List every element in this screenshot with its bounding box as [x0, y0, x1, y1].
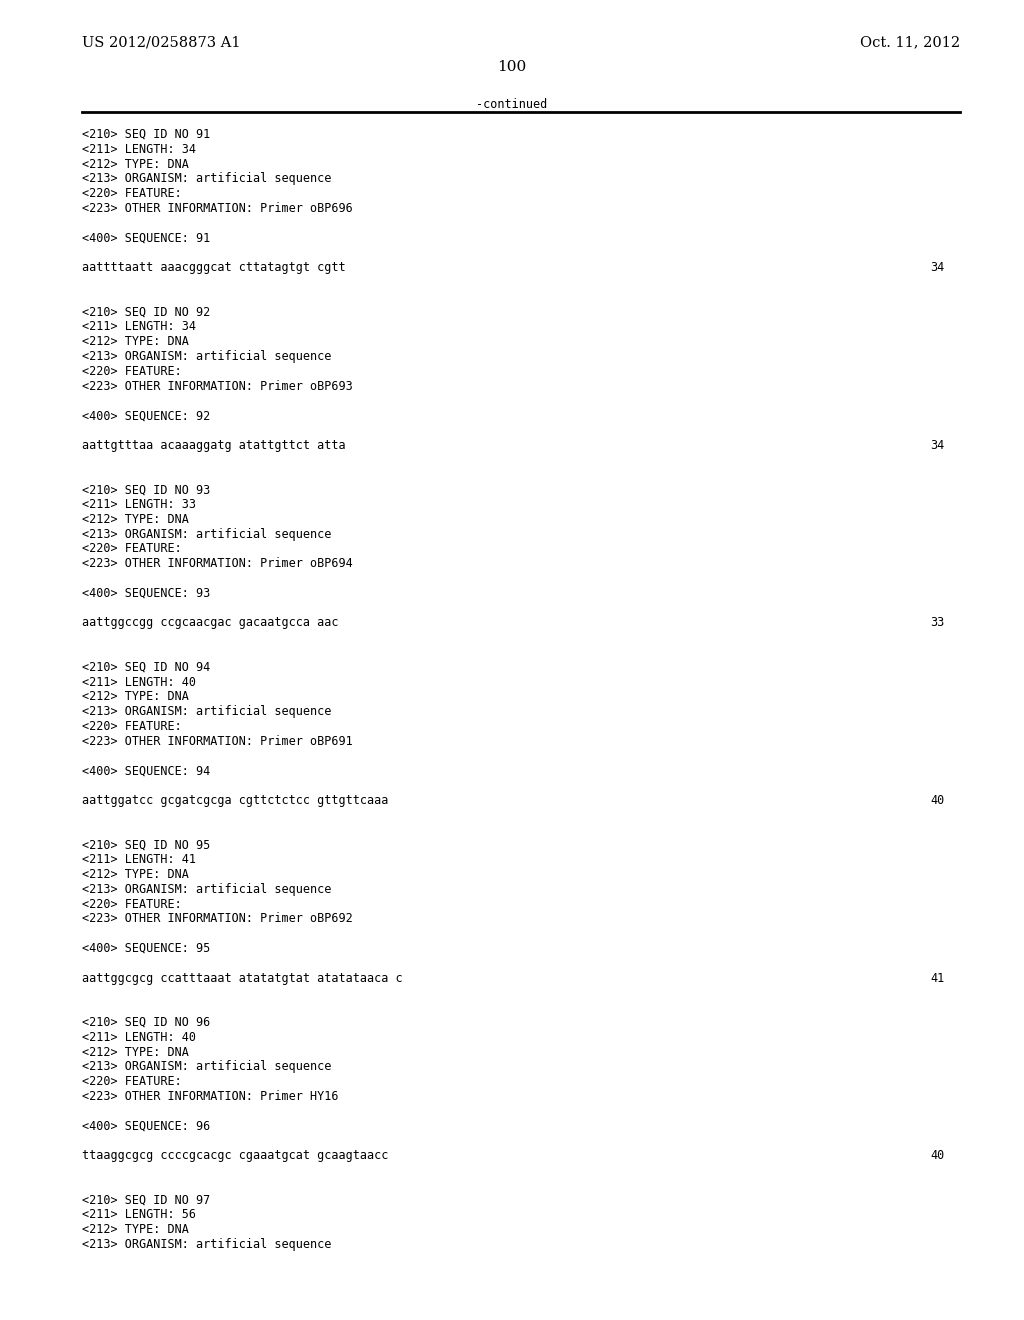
- Text: <223> OTHER INFORMATION: Primer HY16: <223> OTHER INFORMATION: Primer HY16: [82, 1090, 339, 1104]
- Text: <211> LENGTH: 33: <211> LENGTH: 33: [82, 498, 196, 511]
- Text: <220> FEATURE:: <220> FEATURE:: [82, 1076, 181, 1088]
- Text: <220> FEATURE:: <220> FEATURE:: [82, 364, 181, 378]
- Text: US 2012/0258873 A1: US 2012/0258873 A1: [82, 36, 241, 49]
- Text: aattttaatt aaacgggcat cttatagtgt cgtt: aattttaatt aaacgggcat cttatagtgt cgtt: [82, 261, 346, 275]
- Text: Oct. 11, 2012: Oct. 11, 2012: [860, 36, 961, 49]
- Text: <213> ORGANISM: artificial sequence: <213> ORGANISM: artificial sequence: [82, 350, 332, 363]
- Text: <400> SEQUENCE: 93: <400> SEQUENCE: 93: [82, 587, 210, 599]
- Text: <223> OTHER INFORMATION: Primer oBP693: <223> OTHER INFORMATION: Primer oBP693: [82, 380, 352, 392]
- Text: <213> ORGANISM: artificial sequence: <213> ORGANISM: artificial sequence: [82, 1060, 332, 1073]
- Text: <211> LENGTH: 40: <211> LENGTH: 40: [82, 676, 196, 689]
- Text: <212> TYPE: DNA: <212> TYPE: DNA: [82, 690, 188, 704]
- Text: <210> SEQ ID NO 92: <210> SEQ ID NO 92: [82, 306, 210, 318]
- Text: <400> SEQUENCE: 96: <400> SEQUENCE: 96: [82, 1119, 210, 1133]
- Text: <210> SEQ ID NO 91: <210> SEQ ID NO 91: [82, 128, 210, 141]
- Text: <220> FEATURE:: <220> FEATURE:: [82, 543, 181, 556]
- Text: aattggccgg ccgcaacgac gacaatgcca aac: aattggccgg ccgcaacgac gacaatgcca aac: [82, 616, 339, 630]
- Text: <212> TYPE: DNA: <212> TYPE: DNA: [82, 1045, 188, 1059]
- Text: <211> LENGTH: 41: <211> LENGTH: 41: [82, 853, 196, 866]
- Text: <213> ORGANISM: artificial sequence: <213> ORGANISM: artificial sequence: [82, 883, 332, 896]
- Text: aattggcgcg ccatttaaat atatatgtat atatataaca c: aattggcgcg ccatttaaat atatatgtat atatata…: [82, 972, 402, 985]
- Text: <220> FEATURE:: <220> FEATURE:: [82, 719, 181, 733]
- Text: <212> TYPE: DNA: <212> TYPE: DNA: [82, 869, 188, 880]
- Text: <210> SEQ ID NO 95: <210> SEQ ID NO 95: [82, 838, 210, 851]
- Text: <400> SEQUENCE: 95: <400> SEQUENCE: 95: [82, 942, 210, 954]
- Text: <400> SEQUENCE: 94: <400> SEQUENCE: 94: [82, 764, 210, 777]
- Text: 100: 100: [498, 59, 526, 74]
- Text: <210> SEQ ID NO 96: <210> SEQ ID NO 96: [82, 1016, 210, 1030]
- Text: 33: 33: [930, 616, 944, 630]
- Text: <210> SEQ ID NO 93: <210> SEQ ID NO 93: [82, 483, 210, 496]
- Text: -continued: -continued: [476, 98, 548, 111]
- Text: <212> TYPE: DNA: <212> TYPE: DNA: [82, 512, 188, 525]
- Text: <213> ORGANISM: artificial sequence: <213> ORGANISM: artificial sequence: [82, 1238, 332, 1251]
- Text: 41: 41: [930, 972, 944, 985]
- Text: 40: 40: [930, 795, 944, 807]
- Text: <212> TYPE: DNA: <212> TYPE: DNA: [82, 157, 188, 170]
- Text: aattgtttaa acaaaggatg atattgttct atta: aattgtttaa acaaaggatg atattgttct atta: [82, 438, 346, 451]
- Text: <211> LENGTH: 34: <211> LENGTH: 34: [82, 321, 196, 334]
- Text: <223> OTHER INFORMATION: Primer oBP696: <223> OTHER INFORMATION: Primer oBP696: [82, 202, 352, 215]
- Text: <223> OTHER INFORMATION: Primer oBP694: <223> OTHER INFORMATION: Primer oBP694: [82, 557, 352, 570]
- Text: 34: 34: [930, 261, 944, 275]
- Text: <223> OTHER INFORMATION: Primer oBP691: <223> OTHER INFORMATION: Primer oBP691: [82, 735, 352, 748]
- Text: <210> SEQ ID NO 94: <210> SEQ ID NO 94: [82, 661, 210, 673]
- Text: <212> TYPE: DNA: <212> TYPE: DNA: [82, 335, 188, 348]
- Text: <213> ORGANISM: artificial sequence: <213> ORGANISM: artificial sequence: [82, 705, 332, 718]
- Text: <220> FEATURE:: <220> FEATURE:: [82, 898, 181, 911]
- Text: <400> SEQUENCE: 91: <400> SEQUENCE: 91: [82, 231, 210, 244]
- Text: <211> LENGTH: 56: <211> LENGTH: 56: [82, 1208, 196, 1221]
- Text: <213> ORGANISM: artificial sequence: <213> ORGANISM: artificial sequence: [82, 528, 332, 541]
- Text: <213> ORGANISM: artificial sequence: <213> ORGANISM: artificial sequence: [82, 173, 332, 185]
- Text: aattggatcc gcgatcgcga cgttctctcc gttgttcaaa: aattggatcc gcgatcgcga cgttctctcc gttgttc…: [82, 795, 388, 807]
- Text: 34: 34: [930, 438, 944, 451]
- Text: <210> SEQ ID NO 97: <210> SEQ ID NO 97: [82, 1193, 210, 1206]
- Text: 40: 40: [930, 1150, 944, 1162]
- Text: <400> SEQUENCE: 92: <400> SEQUENCE: 92: [82, 409, 210, 422]
- Text: <212> TYPE: DNA: <212> TYPE: DNA: [82, 1224, 188, 1237]
- Text: <223> OTHER INFORMATION: Primer oBP692: <223> OTHER INFORMATION: Primer oBP692: [82, 912, 352, 925]
- Text: ttaaggcgcg ccccgcacgc cgaaatgcat gcaagtaacc: ttaaggcgcg ccccgcacgc cgaaatgcat gcaagta…: [82, 1150, 388, 1162]
- Text: <211> LENGTH: 34: <211> LENGTH: 34: [82, 143, 196, 156]
- Text: <220> FEATURE:: <220> FEATURE:: [82, 187, 181, 201]
- Text: <211> LENGTH: 40: <211> LENGTH: 40: [82, 1031, 196, 1044]
